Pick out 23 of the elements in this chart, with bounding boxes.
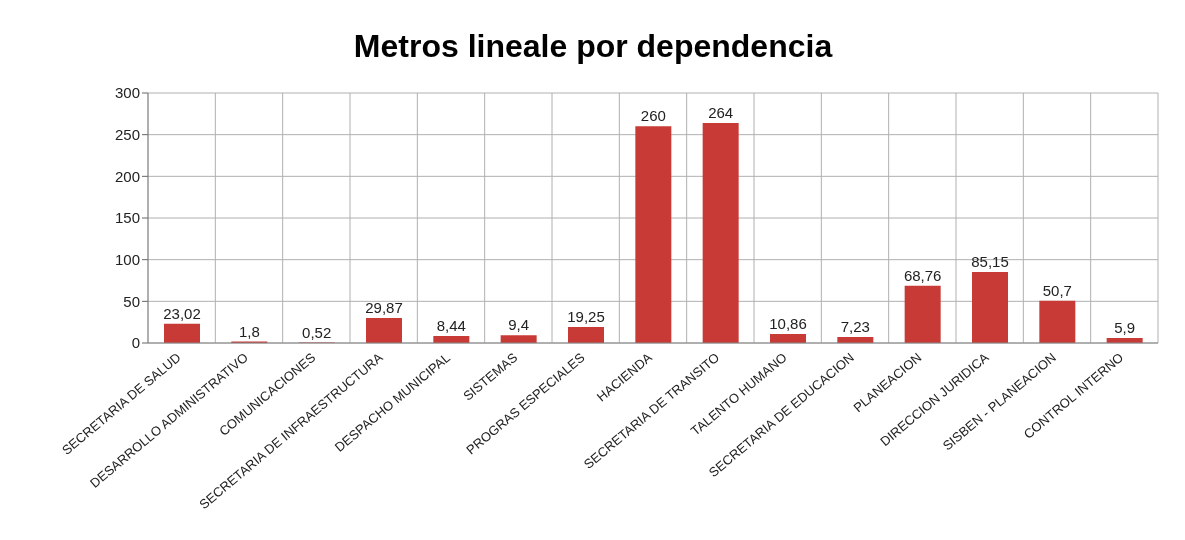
y-tick-label: 150 [114,209,140,227]
data-label: 264 [708,104,734,121]
data-label: 23,02 [163,304,201,322]
data-label: 19,25 [567,307,605,325]
chart-title: Metros lineale por dependencia [352,27,834,66]
data-label: 8,44 [436,316,466,334]
data-label: 260 [640,107,666,125]
y-tick-label: 250 [114,125,140,143]
data-label: 7,23 [840,317,870,335]
data-label: 1,8 [238,322,260,340]
data-label: 0,52 [302,323,332,341]
data-label: 5,9 [1114,319,1136,337]
y-tick-label: 300 [114,84,140,102]
data-label: 10,86 [769,314,807,332]
y-tick-label: 100 [114,250,140,268]
data-label: 9,4 [508,316,530,334]
data-label: 50,7 [1042,281,1072,299]
data-label: 85,15 [971,253,1009,271]
data-label: 68,76 [903,266,942,284]
y-tick-label: 200 [114,167,140,185]
y-tick-label: 50 [123,292,140,310]
data-label: 29,87 [365,299,403,317]
y-tick-label: 0 [131,334,140,352]
